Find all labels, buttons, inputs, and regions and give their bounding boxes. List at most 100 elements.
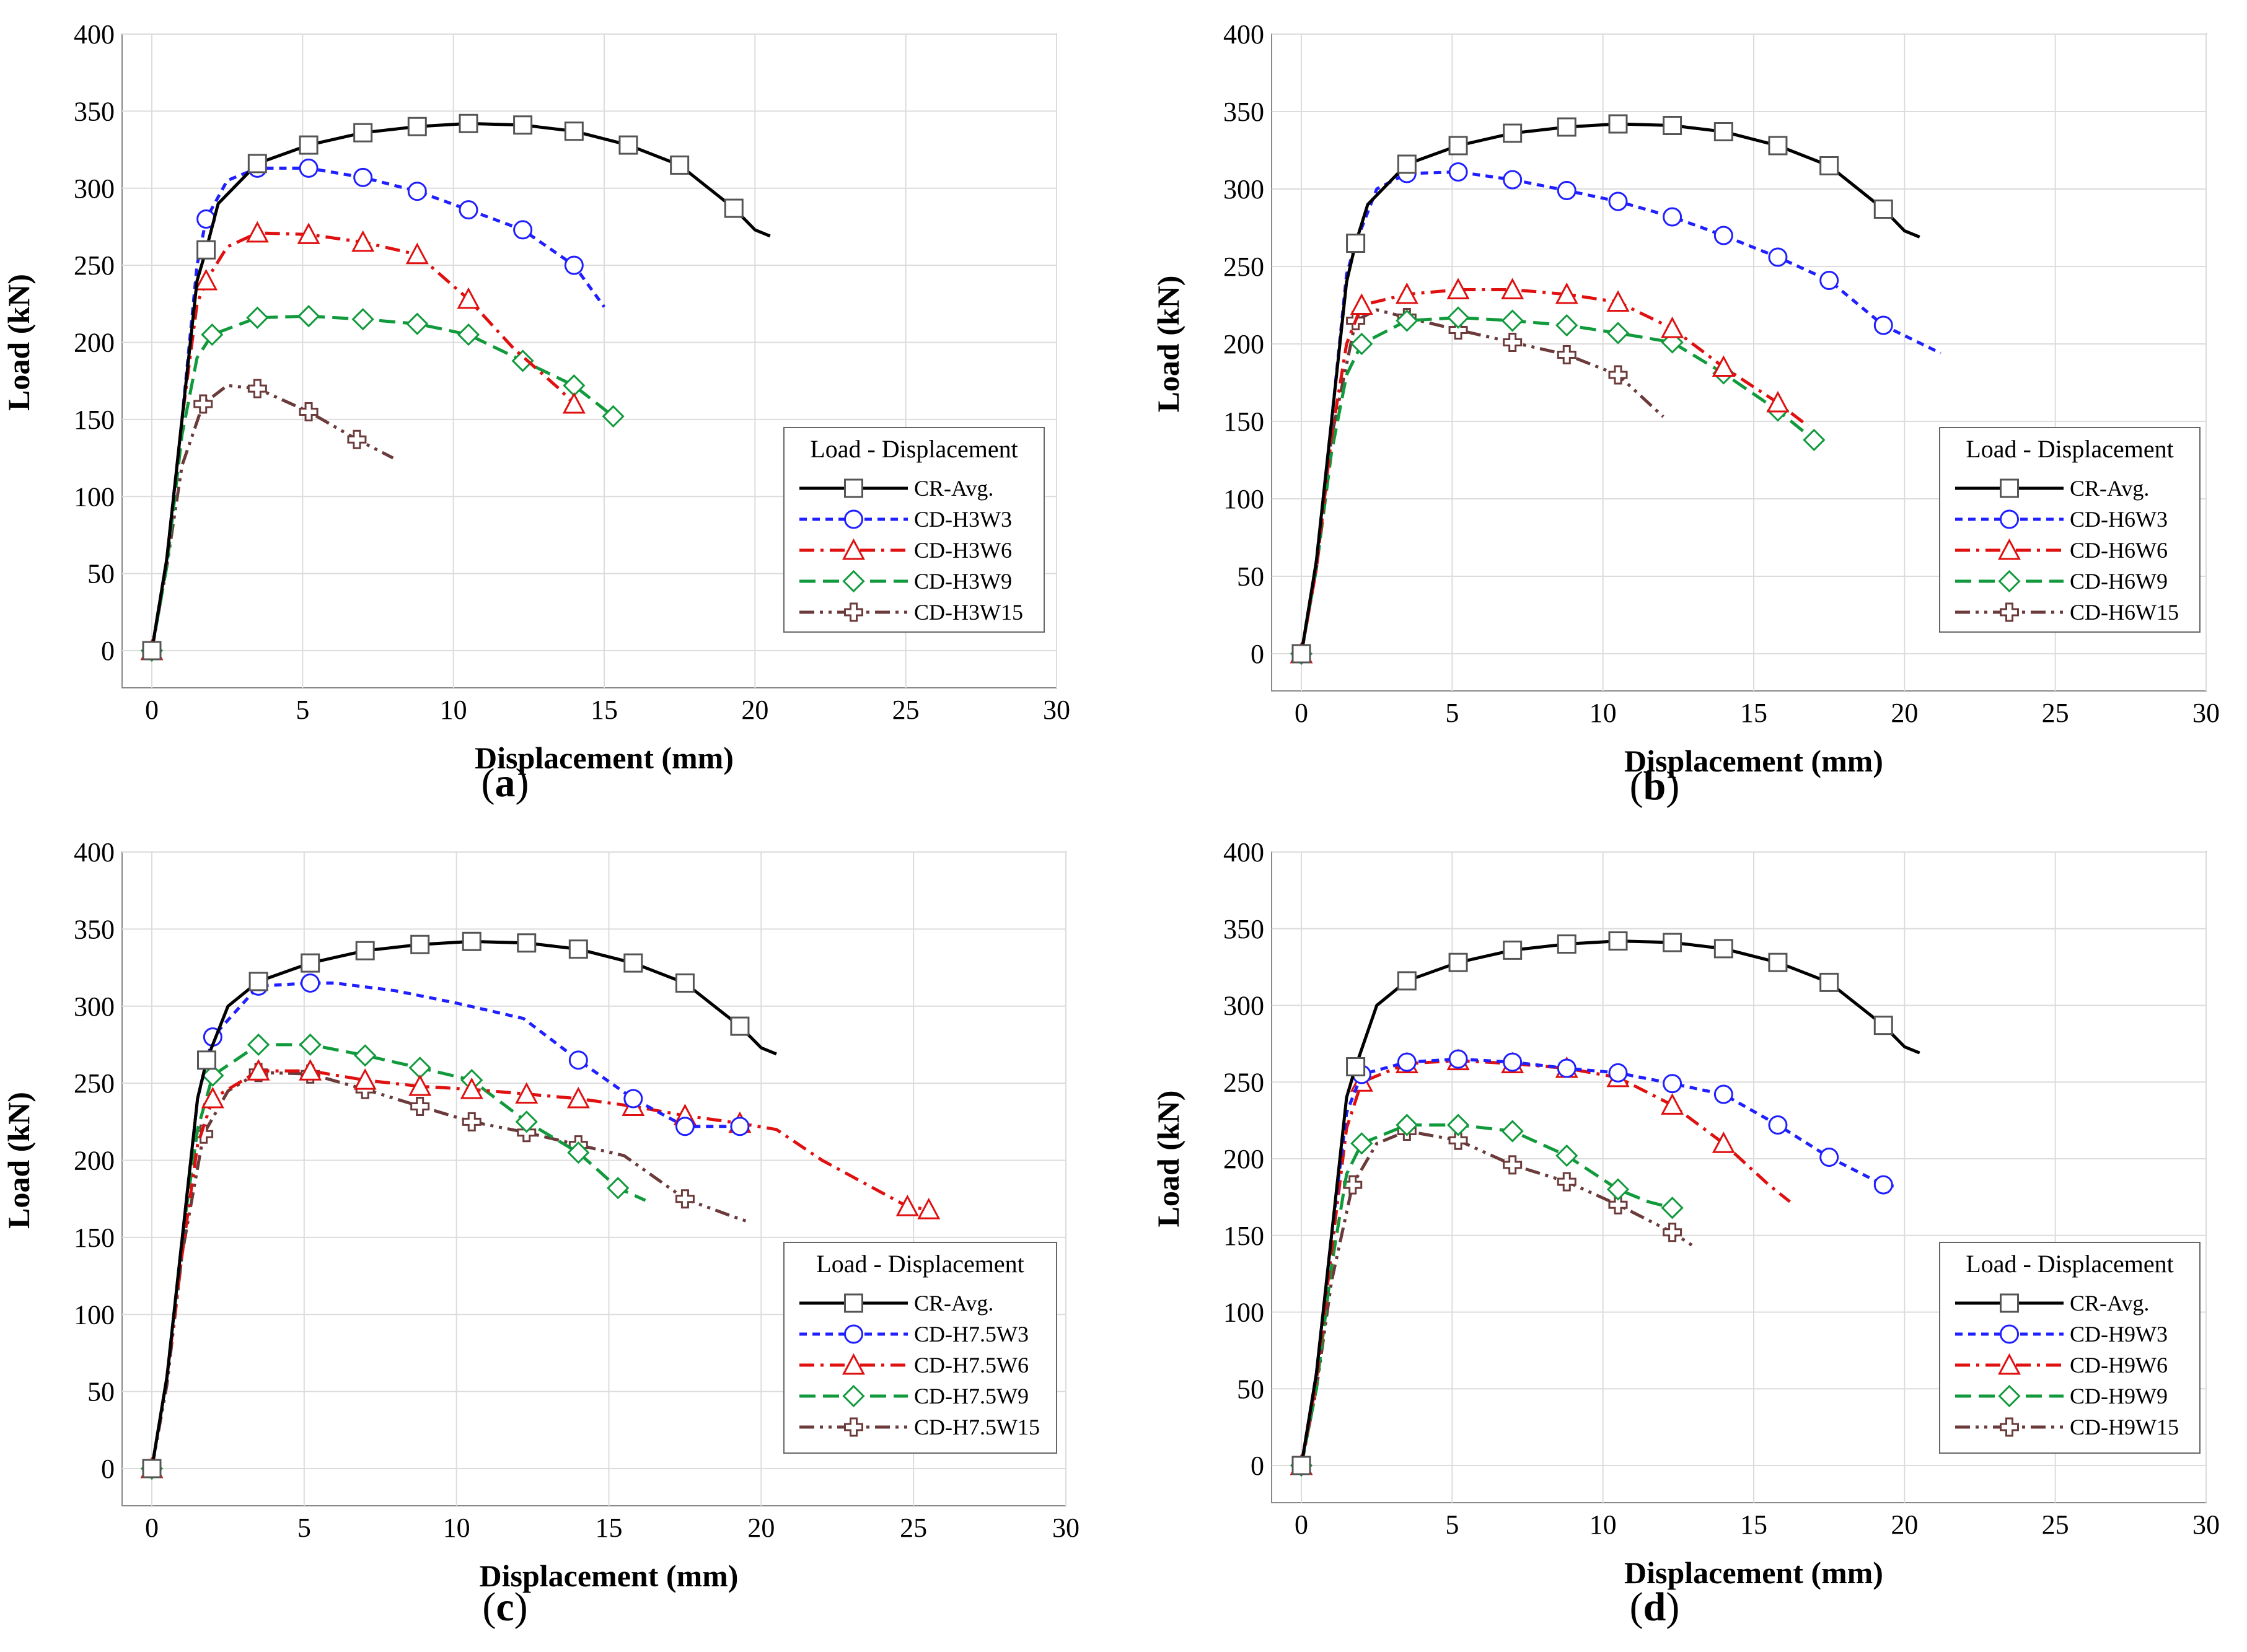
series-line bbox=[1299, 1123, 1673, 1466]
legend-entry: CR-Avg. bbox=[2070, 1291, 2149, 1316]
data-point bbox=[197, 1050, 216, 1070]
data-point bbox=[1608, 931, 1628, 951]
legend-entry: CD-H7.5W15 bbox=[914, 1415, 1040, 1439]
data-point bbox=[201, 323, 224, 346]
data-point bbox=[724, 198, 744, 218]
x-tick-label: 20 bbox=[1891, 698, 1918, 728]
series-CR-Avg. bbox=[142, 931, 777, 1478]
data-point bbox=[1501, 278, 1524, 299]
data-point bbox=[1446, 278, 1470, 299]
y-tick-label: 250 bbox=[1223, 1067, 1264, 1097]
legend-entry: CD-H9W15 bbox=[2070, 1415, 2179, 1439]
y-axis-label: Load (kN) bbox=[1, 1092, 36, 1229]
data-point bbox=[1397, 1052, 1417, 1072]
data-point bbox=[245, 221, 269, 243]
data-point bbox=[1713, 122, 1733, 141]
data-point bbox=[1555, 1144, 1578, 1167]
panel-label: (a) bbox=[482, 760, 529, 806]
y-tick-label: 200 bbox=[1223, 1144, 1264, 1174]
x-tick-label: 30 bbox=[1052, 1513, 1080, 1543]
data-point bbox=[299, 158, 319, 178]
legend-entry: CD-H3W9 bbox=[914, 569, 1012, 594]
y-tick-label: 150 bbox=[74, 1223, 115, 1253]
data-point bbox=[1712, 1131, 1735, 1153]
legend: Load - Displacement CR-Avg. CD-H7.5W3 CD-H7… bbox=[783, 1242, 1057, 1454]
series-line bbox=[1299, 316, 1815, 654]
y-tick-label: 250 bbox=[74, 1068, 115, 1099]
data-point bbox=[1501, 309, 1524, 332]
legend-marker bbox=[844, 509, 863, 529]
data-point bbox=[407, 182, 427, 201]
data-point bbox=[566, 1086, 590, 1109]
legend-marker bbox=[842, 538, 865, 560]
data-point bbox=[1803, 428, 1826, 452]
series-CD-H9W6 bbox=[1290, 1048, 1791, 1475]
data-point bbox=[246, 306, 269, 329]
data-point bbox=[1555, 314, 1578, 337]
x-tick-label: 25 bbox=[2042, 1509, 2069, 1540]
data-point bbox=[1291, 1456, 1311, 1475]
legend-marker bbox=[844, 1293, 863, 1313]
data-point bbox=[1503, 1052, 1523, 1072]
data-point bbox=[1873, 1175, 1893, 1195]
y-tick-label: 350 bbox=[74, 96, 115, 126]
data-point bbox=[299, 1033, 322, 1057]
data-point bbox=[354, 1044, 377, 1067]
x-tick-label: 15 bbox=[591, 695, 618, 725]
chart-panel-a: 0 5 10 15 20 25 30050100150200250300350400Disp… bbox=[1, 19, 1070, 806]
data-point bbox=[297, 305, 320, 328]
data-point bbox=[1346, 234, 1366, 253]
legend-marker bbox=[844, 478, 863, 498]
data-point bbox=[195, 268, 218, 291]
data-point bbox=[1396, 309, 1418, 332]
legend-entry: CD-H6W15 bbox=[2070, 600, 2179, 625]
data-point bbox=[1606, 1178, 1630, 1201]
legend-title: Load - Displacement bbox=[810, 435, 1018, 463]
y-tick-label: 400 bbox=[74, 837, 115, 868]
data-point bbox=[1608, 1195, 1628, 1215]
data-point bbox=[1608, 1063, 1628, 1083]
data-point bbox=[1503, 170, 1523, 190]
series-CD-H6W15 bbox=[1291, 308, 1664, 664]
data-point bbox=[1557, 117, 1576, 137]
panel-label: (d) bbox=[1630, 1584, 1680, 1630]
series-line bbox=[1299, 1129, 1695, 1466]
data-point bbox=[730, 1117, 750, 1136]
x-tick-label: 5 bbox=[1445, 698, 1459, 728]
y-tick-label: 100 bbox=[1223, 484, 1264, 514]
x-tick-label: 10 bbox=[1590, 1509, 1617, 1540]
data-point bbox=[1713, 226, 1733, 245]
legend-entry: CD-H6W6 bbox=[2070, 538, 2168, 563]
data-point bbox=[355, 941, 375, 960]
chart-panel-d: 0 5 10 15 20 25 30050100150200250300350400Disp… bbox=[1151, 837, 2220, 1630]
x-tick-label: 10 bbox=[440, 695, 467, 725]
y-tick-label: 200 bbox=[1223, 329, 1264, 359]
y-tick-label: 50 bbox=[87, 1377, 115, 1407]
data-point bbox=[406, 312, 429, 335]
data-point bbox=[1661, 1197, 1684, 1219]
legend-title: Load - Displacement bbox=[1966, 435, 2173, 463]
data-point bbox=[351, 308, 374, 331]
y-tick-label: 300 bbox=[1223, 174, 1264, 204]
legend-entry: CD-H6W9 bbox=[2070, 569, 2168, 594]
y-tick-label: 300 bbox=[74, 991, 115, 1022]
data-point bbox=[201, 1064, 224, 1087]
data-point bbox=[1873, 315, 1893, 335]
legend-marker bbox=[2000, 602, 2019, 622]
y-tick-label: 100 bbox=[74, 1299, 115, 1330]
legend: Load - Displacement CR-Avg. CD-H6W3 CD-H6W6… bbox=[1939, 427, 2201, 633]
y-tick-label: 150 bbox=[74, 405, 115, 435]
legend: Load - Displacement CR-Avg. CD-H3W3 CD-H3W6… bbox=[783, 427, 1045, 633]
legend-box bbox=[1939, 1242, 2201, 1454]
data-point bbox=[1606, 290, 1630, 312]
data-point bbox=[895, 1194, 919, 1216]
x-tick-label: 5 bbox=[297, 1513, 311, 1543]
y-tick-label: 200 bbox=[74, 328, 115, 358]
data-point bbox=[193, 394, 213, 414]
series-CD-H7.5W15 bbox=[142, 1063, 750, 1478]
data-point bbox=[1768, 136, 1788, 156]
data-point bbox=[1503, 333, 1523, 352]
series-line bbox=[1299, 288, 1809, 654]
legend-marker bbox=[844, 1324, 863, 1344]
legend-marker bbox=[2000, 509, 2019, 529]
